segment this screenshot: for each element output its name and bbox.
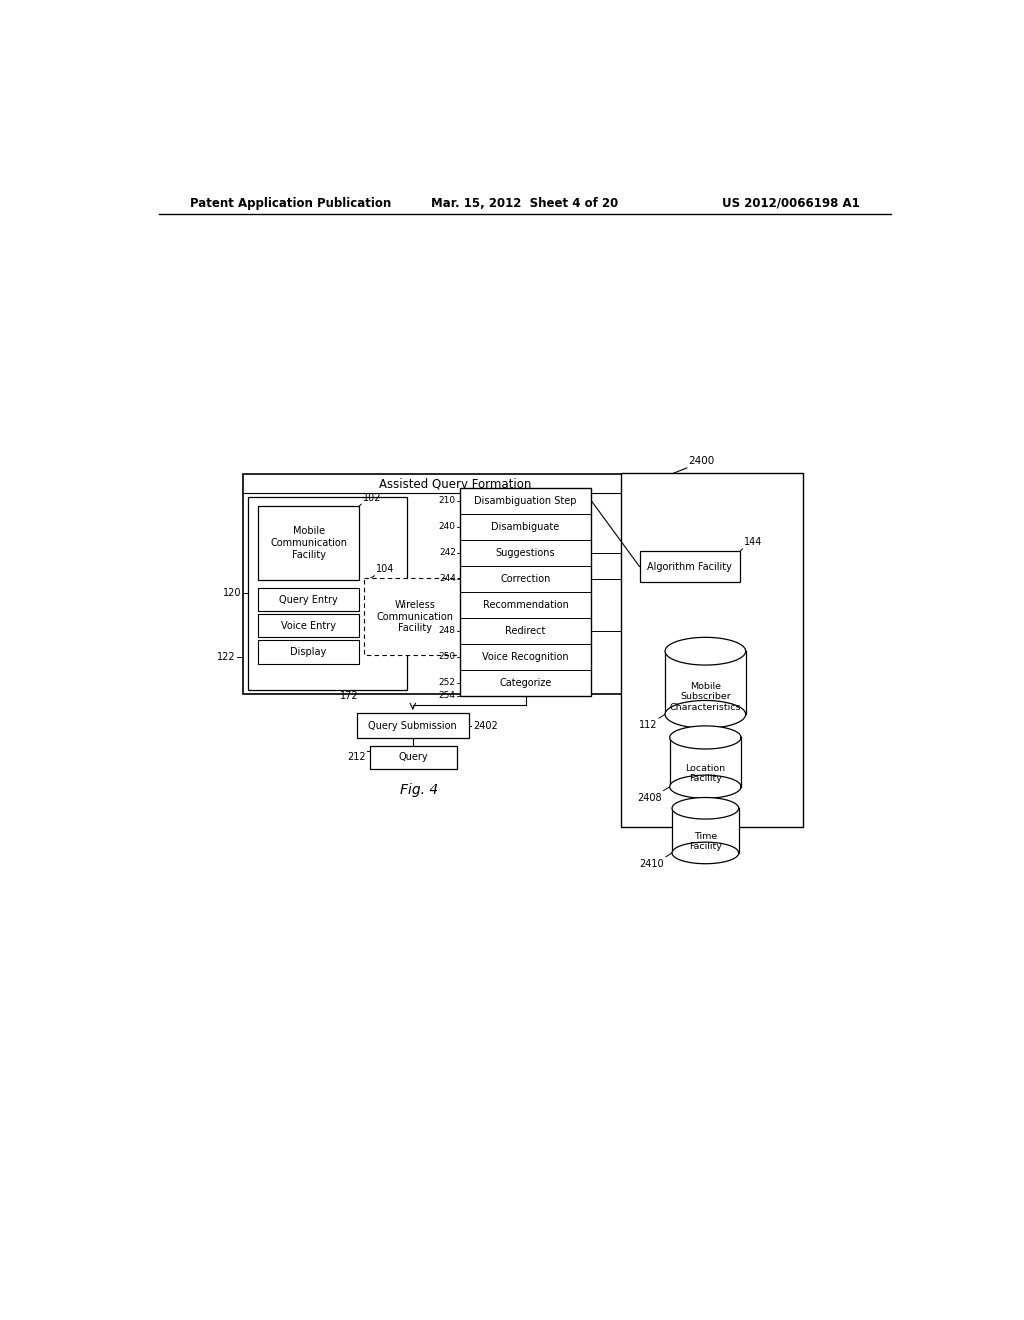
Polygon shape (672, 842, 738, 863)
Text: 254: 254 (439, 692, 456, 701)
Text: 102: 102 (362, 492, 381, 503)
Bar (248, 498, 407, 689)
Polygon shape (670, 726, 741, 748)
Text: Disambiguation Step: Disambiguation Step (474, 496, 577, 506)
Text: Voice Recognition: Voice Recognition (482, 652, 569, 661)
Text: 2400: 2400 (688, 457, 715, 466)
Bar (258, 614, 359, 638)
Text: Mar. 15, 2012  Sheet 4 of 20: Mar. 15, 2012 Sheet 4 of 20 (431, 197, 618, 210)
Text: 244: 244 (439, 574, 456, 583)
Bar (258, 640, 359, 664)
Bar (243, 474, 668, 693)
Text: Mobile
Subscriber
Characteristics: Mobile Subscriber Characteristics (670, 681, 741, 711)
Text: Suggestions: Suggestions (496, 548, 555, 558)
Text: 122: 122 (217, 652, 236, 661)
Text: Algorithm Facility: Algorithm Facility (647, 561, 732, 572)
Bar (640, 552, 740, 582)
Text: 172: 172 (340, 692, 358, 701)
Text: Location
Facility: Location Facility (685, 764, 725, 783)
Bar (258, 507, 359, 579)
Polygon shape (666, 638, 745, 665)
Text: Recommendation: Recommendation (482, 599, 568, 610)
Text: 2410: 2410 (640, 859, 665, 869)
Bar (460, 488, 592, 696)
Polygon shape (666, 701, 745, 729)
Bar (621, 473, 803, 826)
Text: 144: 144 (744, 537, 763, 548)
Bar (670, 738, 741, 787)
Bar (365, 578, 465, 655)
Text: Mobile
Communication
Facility: Mobile Communication Facility (270, 527, 347, 560)
Text: Disambiguate: Disambiguate (492, 521, 560, 532)
Text: Query: Query (398, 752, 428, 763)
Text: 104: 104 (376, 564, 394, 574)
Text: Redirect: Redirect (506, 626, 546, 636)
Text: 112: 112 (639, 721, 657, 730)
Text: 2408: 2408 (637, 793, 662, 803)
Text: 242: 242 (439, 548, 456, 557)
Bar (258, 589, 359, 611)
Text: 252: 252 (439, 678, 456, 688)
Bar (356, 713, 469, 738)
Text: 250: 250 (438, 652, 456, 661)
Text: 248: 248 (439, 627, 456, 635)
Bar (672, 808, 738, 853)
Text: 212: 212 (347, 752, 366, 762)
Bar (370, 746, 457, 770)
Text: Display: Display (291, 647, 327, 657)
Text: 210: 210 (438, 496, 456, 506)
Text: Patent Application Publication: Patent Application Publication (190, 197, 391, 210)
Text: Correction: Correction (501, 574, 551, 583)
Text: Time
Facility: Time Facility (689, 832, 722, 851)
Polygon shape (670, 775, 741, 799)
Text: Voice Entry: Voice Entry (281, 620, 336, 631)
Text: Query Entry: Query Entry (280, 594, 338, 605)
Text: US 2012/0066198 A1: US 2012/0066198 A1 (722, 197, 859, 210)
Text: Wireless
Communication
Facility: Wireless Communication Facility (376, 601, 454, 634)
Polygon shape (672, 797, 738, 818)
Text: 120: 120 (223, 589, 242, 598)
Text: 240: 240 (439, 523, 456, 532)
Text: 2402: 2402 (473, 721, 498, 730)
Text: Fig. 4: Fig. 4 (399, 783, 437, 797)
Bar (665, 651, 745, 714)
Text: Categorize: Categorize (500, 678, 552, 688)
Text: Query Submission: Query Submission (369, 721, 457, 730)
Text: Assisted Query Formation: Assisted Query Formation (379, 478, 531, 491)
